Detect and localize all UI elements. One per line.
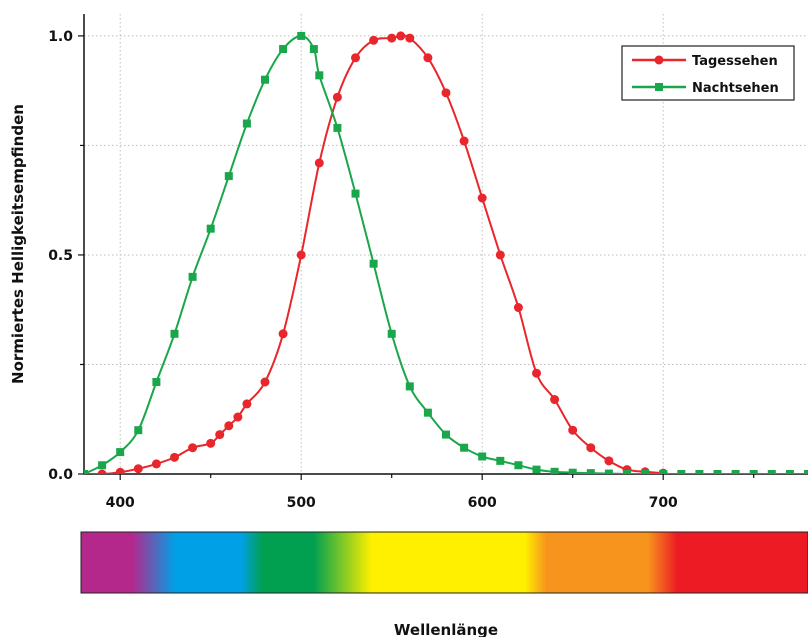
data-point-tagessehen-15	[314, 158, 324, 168]
data-point-nachtsehen-11	[279, 45, 288, 54]
legend: Tagessehen Nachtsehen	[621, 45, 795, 101]
data-point-nachtsehen-36	[713, 470, 722, 474]
data-point-tagessehen-6	[188, 443, 198, 453]
legend-box	[621, 45, 795, 101]
data-point-tagessehen-16	[332, 92, 342, 102]
data-point-nachtsehen-14	[315, 71, 324, 80]
data-point-nachtsehen-4	[152, 378, 161, 386]
data-point-tagessehen-30	[568, 425, 578, 435]
data-point-tagessehen-24	[459, 136, 469, 146]
legend-marker-nachtsehen	[655, 83, 663, 91]
data-point-nachtsehen-19	[405, 382, 414, 391]
data-point-tagessehen-8	[215, 430, 225, 440]
data-point-nachtsehen-35	[695, 470, 704, 474]
data-point-tagessehen-10	[233, 412, 243, 422]
data-point-tagessehen-23	[441, 88, 451, 98]
data-point-tagessehen-13	[278, 329, 288, 339]
data-point-nachtsehen-17	[369, 259, 378, 268]
data-point-nachtsehen-1	[98, 461, 107, 470]
data-point-nachtsehen-9	[242, 119, 251, 128]
data-point-nachtsehen-10	[261, 75, 269, 84]
data-point-nachtsehen-34	[677, 470, 686, 474]
data-point-nachtsehen-20	[423, 408, 432, 417]
x-tick-label-0: 400	[106, 495, 135, 511]
data-point-nachtsehen-24	[496, 456, 505, 465]
spectrum-bar	[80, 531, 808, 594]
y-tick-label-0: 0.0	[48, 467, 73, 483]
data-point-tagessehen-26	[495, 250, 505, 260]
data-point-nachtsehen-41	[804, 470, 808, 474]
x-tick-label-3: 700	[649, 495, 678, 511]
data-point-nachtsehen-13	[309, 45, 318, 54]
legend-marker-tagessehen	[654, 55, 664, 65]
data-point-tagessehen-3	[133, 464, 143, 474]
data-point-nachtsehen-26	[532, 465, 541, 474]
x-axis-title: Wellenlänge	[394, 621, 498, 637]
y-axis-title: Normiertes Helligkeitsempfinden	[9, 104, 27, 384]
x-tick-label-1: 500	[287, 495, 316, 511]
data-point-tagessehen-31	[586, 443, 596, 453]
data-point-nachtsehen-30	[604, 469, 613, 474]
data-point-nachtsehen-7	[206, 224, 215, 233]
data-point-nachtsehen-6	[188, 272, 197, 281]
data-point-tagessehen-20	[396, 31, 406, 41]
data-point-tagessehen-32	[604, 456, 614, 466]
data-point-nachtsehen-33	[659, 470, 668, 474]
legend-entry-nachtsehen: Nachtsehen	[632, 81, 779, 96]
data-point-tagessehen-29	[550, 395, 560, 405]
data-point-tagessehen-27	[513, 303, 523, 313]
data-point-tagessehen-1	[97, 469, 107, 474]
data-point-tagessehen-19	[387, 33, 397, 43]
data-point-nachtsehen-18	[387, 329, 396, 338]
data-point-nachtsehen-29	[586, 469, 595, 474]
data-point-nachtsehen-2	[116, 448, 125, 457]
data-point-tagessehen-4	[151, 459, 161, 469]
x-ticks: 400 500 600 700	[106, 474, 755, 511]
data-point-nachtsehen-38	[749, 470, 758, 474]
y-ticks: 0.0 0.5 1.0	[48, 29, 84, 483]
data-point-tagessehen-7	[206, 438, 216, 448]
data-point-nachtsehen-32	[641, 470, 650, 474]
legend-label-tagessehen: Tagessehen	[692, 54, 778, 69]
data-point-tagessehen-25	[477, 193, 487, 203]
x-tick-label-2: 600	[468, 495, 497, 511]
data-point-tagessehen-12	[260, 377, 270, 387]
legend-entry-tagessehen: Tagessehen	[632, 54, 778, 69]
series-nachtsehen	[84, 31, 808, 474]
data-point-nachtsehen-3	[134, 426, 143, 435]
data-point-nachtsehen-8	[224, 172, 233, 181]
data-point-tagessehen-28	[532, 368, 541, 378]
data-point-nachtsehen-12	[297, 31, 306, 40]
data-point-tagessehen-18	[369, 35, 379, 45]
data-point-nachtsehen-40	[785, 470, 794, 474]
series-layer	[84, 31, 808, 474]
data-point-tagessehen-14	[296, 250, 306, 260]
y-tick-label-2: 1.0	[48, 29, 73, 45]
series-tagessehen	[84, 31, 668, 474]
data-point-tagessehen-5	[170, 452, 179, 462]
data-point-nachtsehen-5	[170, 329, 179, 338]
data-point-nachtsehen-21	[442, 430, 450, 439]
data-point-nachtsehen-39	[767, 470, 776, 474]
data-point-nachtsehen-28	[568, 468, 577, 474]
data-point-tagessehen-2	[115, 467, 125, 474]
data-point-nachtsehen-0	[84, 470, 88, 474]
data-point-tagessehen-17	[351, 53, 360, 63]
data-point-nachtsehen-22	[460, 443, 469, 452]
y-tick-label-1: 0.5	[48, 248, 73, 264]
data-point-nachtsehen-27	[550, 467, 559, 474]
data-point-tagessehen-21	[405, 33, 415, 43]
data-point-tagessehen-9	[224, 421, 234, 431]
data-point-nachtsehen-37	[731, 470, 740, 474]
data-point-tagessehen-22	[423, 53, 433, 63]
data-point-nachtsehen-23	[478, 452, 487, 461]
data-point-nachtsehen-31	[623, 470, 631, 474]
legend-label-nachtsehen: Nachtsehen	[692, 81, 779, 96]
data-point-nachtsehen-16	[351, 189, 360, 198]
data-point-tagessehen-11	[242, 399, 252, 409]
data-point-nachtsehen-25	[514, 461, 523, 470]
data-point-nachtsehen-15	[333, 123, 342, 132]
